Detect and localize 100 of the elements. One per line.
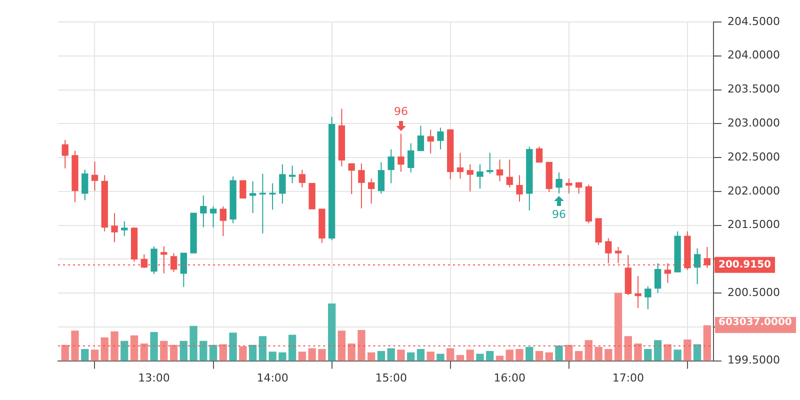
y-tick-label: 203.0000 [728, 116, 780, 130]
bar [397, 350, 405, 361]
ref-line-label: 200.9150 [718, 260, 772, 271]
y-tick-label: 200.5000 [728, 286, 780, 299]
bar [486, 350, 494, 361]
bar [516, 348, 524, 361]
bar [298, 352, 306, 361]
bar [120, 340, 128, 361]
y-tick-label: 204.0000 [728, 48, 780, 62]
bar [239, 346, 247, 361]
candlestick [486, 152, 494, 174]
bar [703, 325, 712, 361]
candlestick [288, 165, 296, 184]
bar [190, 326, 198, 361]
bar [446, 348, 454, 361]
bar [545, 352, 553, 361]
x-tick-label: 15:00 [375, 371, 407, 384]
bar [200, 340, 208, 361]
candlestick [536, 146, 543, 163]
bar [219, 344, 227, 361]
annotation: 603037.0000 [714, 316, 796, 333]
x-tick-label: 14:00 [256, 371, 288, 384]
bar [61, 344, 69, 361]
bar [387, 348, 395, 361]
candlestick [121, 220, 128, 237]
candlestick [249, 180, 256, 214]
candlestick [358, 163, 365, 209]
candlestick [240, 180, 246, 199]
x-tick-label: 13:00 [138, 371, 170, 384]
y-tick-label: 203.5000 [728, 82, 780, 96]
candlestick [654, 262, 662, 294]
x-tick-label: 16:00 [494, 371, 526, 384]
candlestick [516, 174, 523, 202]
y-tick-label: 202.5000 [728, 150, 780, 164]
annotation: 96 [394, 105, 408, 118]
bar [110, 331, 118, 361]
bar [476, 354, 484, 361]
candlestick [427, 129, 434, 154]
bar [229, 332, 237, 361]
candlestick [644, 286, 652, 310]
bar [693, 344, 702, 361]
bar [535, 350, 544, 361]
candlestick [62, 139, 68, 169]
bar [258, 336, 267, 361]
bar [308, 348, 316, 361]
bar [338, 330, 346, 361]
bar [377, 350, 386, 361]
bar [506, 350, 514, 361]
bar [268, 352, 276, 361]
bar [436, 354, 444, 361]
bar [318, 348, 326, 361]
bar [496, 356, 504, 361]
bar [426, 352, 434, 361]
candlestick [417, 125, 424, 152]
candlestick [111, 212, 118, 243]
candlestick [566, 178, 572, 194]
y-tick-label: 199.5000 [728, 354, 780, 367]
bar [654, 340, 662, 361]
candlestick [200, 194, 207, 228]
bar [180, 340, 188, 361]
candlestick [506, 159, 513, 188]
bar [209, 344, 218, 361]
annotation: 96 [552, 208, 566, 221]
bar [684, 339, 692, 361]
y-tick-label: 204.5000 [728, 14, 780, 28]
bar [624, 336, 632, 361]
candlestick [634, 276, 642, 308]
bar [328, 304, 336, 361]
candlestick [694, 248, 701, 285]
candlestick [556, 172, 562, 194]
candlestick [388, 148, 394, 184]
bar [634, 344, 642, 361]
candlestick [279, 164, 286, 204]
candlestick [476, 164, 484, 190]
bar [288, 334, 296, 361]
bar [407, 352, 415, 361]
candlestick [150, 246, 158, 275]
bar [664, 344, 672, 361]
bar [348, 344, 356, 361]
candlestick [408, 142, 414, 173]
candlestick [466, 164, 474, 192]
candlestick [496, 159, 504, 182]
bar [614, 292, 622, 361]
bar [130, 335, 138, 361]
candlestick [348, 163, 355, 195]
bar [278, 352, 286, 361]
bar [170, 344, 178, 361]
bar [584, 340, 592, 361]
candlestick [91, 161, 98, 192]
y-tick-label: 201.5000 [728, 218, 780, 232]
bar [604, 348, 612, 361]
bar [574, 350, 583, 361]
candlestick [269, 182, 276, 210]
bar [71, 330, 79, 361]
candlestick [368, 178, 375, 204]
y-tick-label: 202.0000 [728, 184, 780, 198]
candlestick [378, 162, 385, 194]
candlestick [298, 169, 306, 188]
bar [81, 348, 89, 361]
bar [466, 350, 474, 361]
